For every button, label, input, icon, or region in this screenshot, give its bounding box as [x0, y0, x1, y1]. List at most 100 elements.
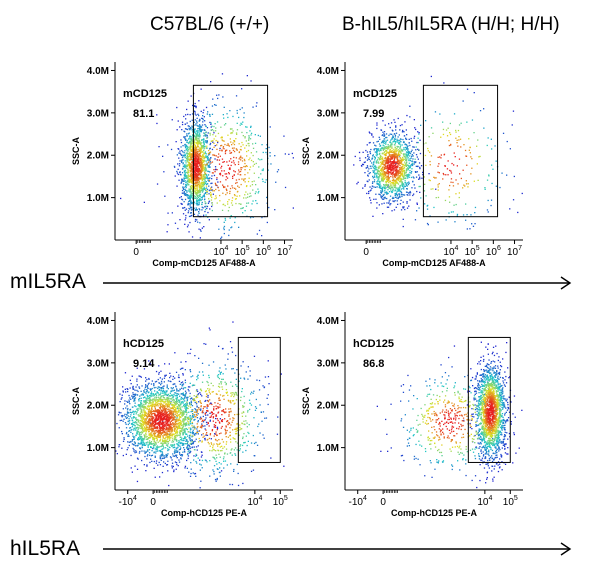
data-point	[418, 174, 420, 176]
data-point	[179, 368, 182, 370]
data-point	[185, 433, 187, 435]
data-point	[191, 164, 193, 166]
data-point	[396, 187, 398, 189]
data-point	[198, 194, 201, 196]
data-point	[241, 390, 243, 393]
data-point	[235, 202, 237, 205]
data-point	[190, 212, 192, 214]
data-point	[215, 139, 217, 142]
data-point	[250, 470, 253, 472]
data-point	[373, 186, 375, 188]
data-point	[402, 158, 404, 160]
data-point	[142, 444, 144, 446]
data-point	[147, 445, 149, 447]
data-point	[455, 193, 457, 195]
data-point	[190, 170, 192, 172]
data-point	[397, 197, 399, 200]
data-point	[219, 372, 221, 374]
data-point	[190, 136, 192, 138]
data-point	[400, 209, 403, 211]
data-point	[392, 151, 394, 154]
data-point	[132, 435, 134, 437]
data-point	[244, 137, 246, 139]
data-point	[389, 160, 391, 163]
data-point	[209, 115, 211, 117]
data-point	[191, 158, 193, 161]
data-point	[200, 161, 202, 164]
data-point	[222, 114, 224, 116]
data-point	[190, 462, 192, 464]
data-point	[230, 132, 232, 135]
data-point	[146, 389, 148, 391]
data-point	[194, 145, 196, 147]
data-point	[375, 145, 377, 147]
data-point	[202, 112, 204, 114]
data-point	[411, 140, 413, 142]
data-point	[230, 152, 232, 154]
data-point	[211, 129, 214, 131]
data-point	[189, 420, 191, 422]
data-point	[209, 159, 211, 161]
data-point	[411, 168, 413, 170]
data-point	[479, 110, 482, 112]
data-point	[194, 152, 196, 154]
data-point	[394, 144, 396, 146]
data-point	[132, 424, 134, 426]
data-point	[199, 185, 201, 187]
data-point	[223, 186, 225, 188]
data-point	[187, 146, 189, 148]
data-point	[130, 429, 132, 431]
data-point	[179, 445, 181, 447]
data-point	[196, 219, 198, 221]
data-point	[194, 137, 197, 139]
data-point	[197, 182, 199, 184]
data-point	[261, 158, 263, 161]
data-point	[207, 165, 209, 167]
data-point	[391, 164, 393, 166]
data-point	[143, 464, 145, 466]
data-point	[217, 97, 219, 100]
data-point	[393, 168, 395, 171]
data-point	[227, 358, 229, 360]
data-point	[364, 184, 366, 186]
data-point	[266, 397, 268, 399]
data-point	[415, 154, 418, 156]
data-point	[176, 393, 178, 395]
data-point	[189, 199, 191, 201]
data-point	[374, 148, 376, 150]
data-point	[391, 133, 393, 135]
data-point	[241, 167, 243, 169]
data-point	[244, 181, 246, 183]
data-point	[196, 120, 198, 122]
data-point	[187, 156, 189, 158]
data-point	[123, 418, 125, 420]
data-point	[392, 189, 394, 191]
data-point	[437, 186, 439, 188]
data-point	[189, 403, 191, 405]
data-point	[192, 472, 194, 474]
data-point	[195, 410, 197, 412]
data-point	[157, 378, 159, 381]
data-point	[394, 157, 396, 159]
data-point	[394, 164, 396, 167]
data-point	[154, 456, 156, 458]
data-point	[129, 379, 131, 381]
data-point	[185, 165, 187, 168]
data-point	[201, 157, 204, 159]
data-point	[193, 171, 195, 174]
data-point	[219, 367, 221, 369]
data-point	[456, 142, 458, 144]
data-point	[138, 386, 140, 388]
data-point	[149, 454, 151, 456]
data-point	[229, 187, 232, 190]
data-point	[156, 391, 158, 393]
data-point	[384, 171, 386, 173]
data-point	[200, 183, 203, 185]
data-point	[220, 237, 222, 240]
data-point	[385, 136, 387, 139]
data-point	[193, 213, 196, 215]
data-point	[212, 98, 214, 100]
data-point	[372, 167, 375, 169]
data-point	[226, 149, 228, 151]
